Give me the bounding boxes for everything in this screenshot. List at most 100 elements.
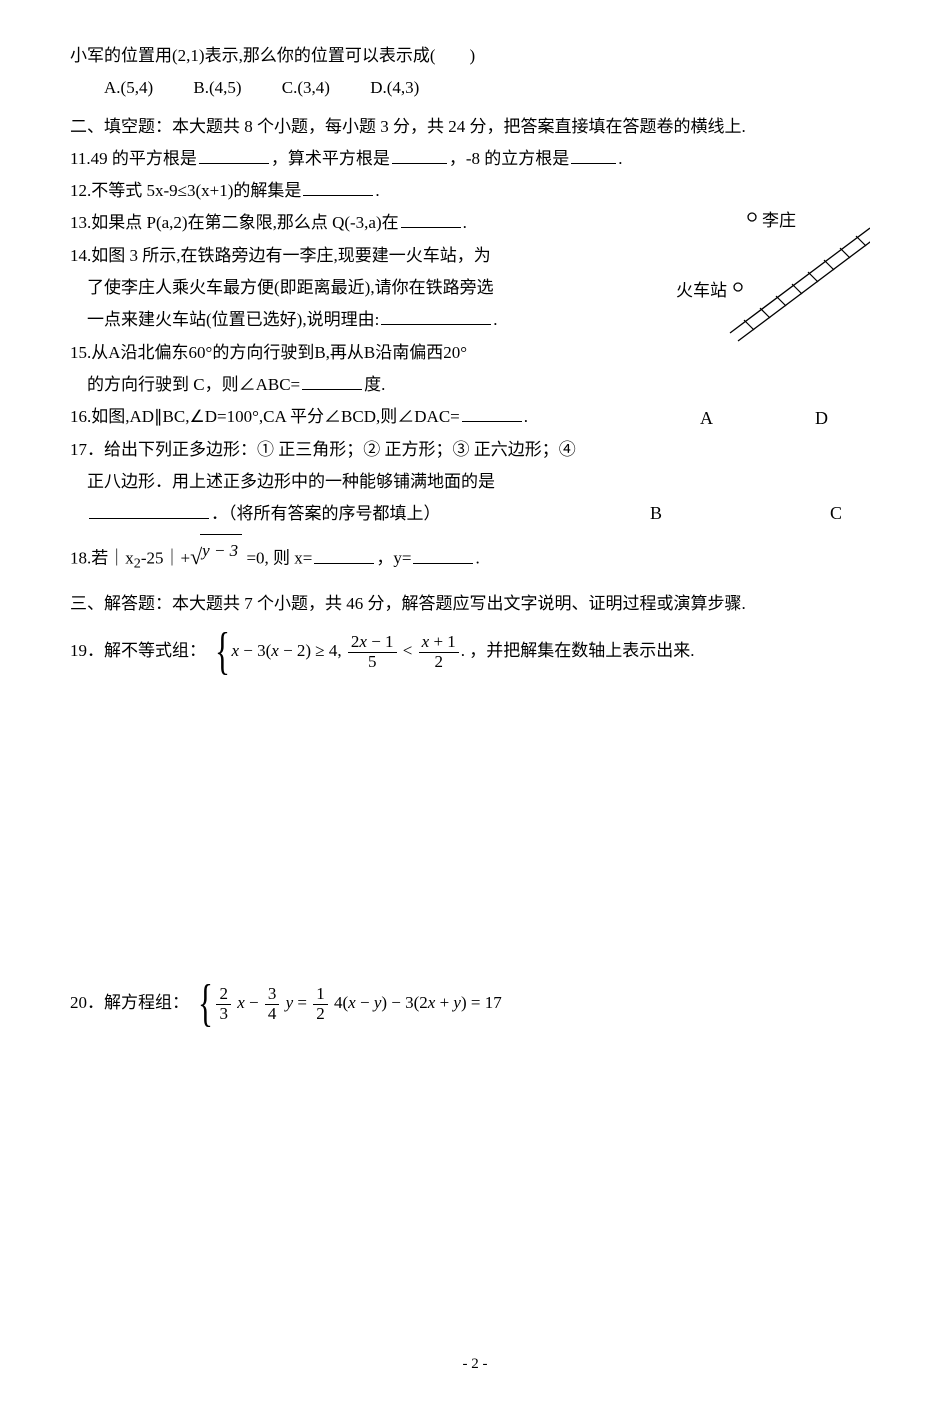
q18-mid2: =0, 则 x= bbox=[242, 549, 312, 568]
q19-lt: < bbox=[403, 641, 417, 660]
q19-row1: x − 3(x − 2) ≥ 4, bbox=[231, 641, 345, 660]
q12-blank bbox=[303, 178, 373, 196]
q16-blank bbox=[462, 404, 522, 422]
q20-f2d: 4 bbox=[265, 1004, 280, 1024]
q10-opt-b: B.(4,5) bbox=[193, 72, 241, 104]
q18-pre: 18.若｜x bbox=[70, 549, 134, 568]
q20-r1-eq: = bbox=[297, 993, 311, 1012]
q18: 18.若｜x2-25｜+√y − 3 =0, 则 x= ，y=. bbox=[70, 534, 880, 578]
q19-tail: ，并把解集在数轴上表示出来. bbox=[469, 641, 694, 660]
section-3-heading: 三、解答题：本大题共 7 个小题，共 46 分，解答题应写出文字说明、证明过程或… bbox=[70, 588, 880, 620]
q16-end: . bbox=[524, 407, 528, 426]
q19-lead: 19．解不等式组： bbox=[70, 641, 206, 660]
q11-end: . bbox=[618, 149, 622, 168]
q11-blank-1 bbox=[199, 146, 269, 164]
q17-l1: 17．给出下列正多边形：① 正三角形；② 正方形；③ 正六边形；④ bbox=[70, 434, 880, 466]
q15-l2-pre: 的方向行驶到 C，则∠ABC= bbox=[87, 375, 300, 394]
q13-end: . bbox=[463, 213, 467, 232]
q19-frac2: x + 1 2 bbox=[419, 633, 459, 671]
q14-l2: 了使李庄人乘火车最方便(即距离最近),请你在铁路旁选 bbox=[70, 272, 880, 304]
q20-r1-x: x bbox=[237, 993, 245, 1012]
q15-l2-end: 度. bbox=[364, 375, 385, 394]
q14-l3-pre: 一点来建火车站(位置已选好),说明理由: bbox=[87, 310, 379, 329]
q19-row2: 2x − 1 5 < x + 1 2 . bbox=[346, 641, 465, 660]
q17-l2: 正八边形．用上述正多边形中的一种能够铺满地面的是 bbox=[70, 466, 880, 498]
q13: 13.如果点 P(a,2)在第二象限,那么点 Q(-3,a)在. bbox=[70, 207, 880, 239]
q19: 19．解不等式组： { x − 3(x − 2) ≥ 4, 2x − 1 5 <… bbox=[70, 626, 880, 678]
q20-f3d: 2 bbox=[313, 1004, 328, 1024]
q18-sqrt: √y − 3 bbox=[190, 534, 242, 567]
q20-r2-e: ) − 3(2 bbox=[381, 993, 427, 1012]
q19-f2n-b: + 1 bbox=[429, 632, 456, 651]
q19-r1-d: − 2) ≥ 4, bbox=[279, 641, 342, 660]
q20-row1: 23 x − 34 y = 12 bbox=[214, 993, 334, 1012]
q11-pre: 11.49 的平方根是 bbox=[70, 149, 197, 168]
q15-l2: 的方向行驶到 C，则∠ABC= 度. bbox=[70, 369, 880, 401]
section-2-heading: 二、填空题：本大题共 8 个小题，每小题 3 分，共 24 分，把答案直接填在答… bbox=[70, 111, 880, 143]
q19-system: { x − 3(x − 2) ≥ 4, 2x − 1 5 < x + 1 2 . bbox=[210, 626, 465, 678]
q18-blank-y bbox=[413, 546, 473, 564]
q11-blank-2 bbox=[392, 146, 447, 164]
q20-f1d: 3 bbox=[216, 1004, 231, 1024]
q14-blank bbox=[381, 307, 491, 325]
q19-frac1: 2x − 1 5 bbox=[348, 633, 397, 671]
q13-pre: 13.如果点 P(a,2)在第二象限,那么点 Q(-3,a)在 bbox=[70, 213, 399, 232]
q10-opt-a: A.(5,4) bbox=[104, 72, 153, 104]
q11-blank-3 bbox=[571, 146, 616, 164]
q15-blank bbox=[302, 372, 362, 390]
q20-f3: 12 bbox=[313, 985, 328, 1023]
q11-mid2: ，-8 的立方根是 bbox=[449, 149, 569, 168]
q14-l3-end: . bbox=[493, 310, 497, 329]
page-number: - 2 - bbox=[70, 1350, 880, 1379]
q14-l1: 14.如图 3 所示,在铁路旁边有一李庄,现要建一火车站，为 bbox=[70, 240, 880, 272]
q10-opt-c: C.(3,4) bbox=[282, 72, 330, 104]
q18-mid1: -25｜+ bbox=[141, 549, 190, 568]
q20-r2-h: y bbox=[453, 993, 461, 1012]
q20-r1-y: y bbox=[286, 993, 294, 1012]
q14-l3: 一点来建火车站(位置已选好),说明理由:. bbox=[70, 304, 880, 336]
q10-stem: 小军的位置用(2,1)表示,那么你的位置可以表示成( ) bbox=[70, 40, 880, 72]
brace-icon-2: { bbox=[198, 978, 213, 1030]
q12-end: . bbox=[375, 181, 379, 200]
q20-r2-a: 4( bbox=[334, 993, 348, 1012]
q19-f1n-c: − 1 bbox=[367, 632, 394, 651]
q19-f2d: 2 bbox=[419, 652, 459, 672]
q20-row2: 4(x − y) − 3(2x + y) = 17 bbox=[334, 993, 502, 1012]
q20-r2-i: ) = 17 bbox=[461, 993, 502, 1012]
q20-r2-b: x bbox=[348, 993, 356, 1012]
q20-lead: 20．解方程组： bbox=[70, 993, 189, 1012]
q13-blank bbox=[401, 210, 461, 228]
q10-options: A.(5,4) B.(4,5) C.(3,4) D.(4,3) bbox=[70, 72, 880, 104]
q18-blank-x bbox=[314, 546, 374, 564]
q12-pre: 12.不等式 5x-9≤3(x+1)的解集是 bbox=[70, 181, 301, 200]
q20-f1n: 2 bbox=[216, 985, 231, 1004]
q18-rad: y − 3 bbox=[200, 534, 242, 567]
q19-r1-b: − 3( bbox=[239, 641, 271, 660]
q20: 20．解方程组： { 23 x − 34 y = 12 4(x − y) − 3… bbox=[70, 978, 880, 1030]
q20-system: { 23 x − 34 y = 12 4(x − y) − 3(2x + y) … bbox=[193, 978, 501, 1030]
q10-opt-d: D.(4,3) bbox=[370, 72, 419, 104]
q19-r2-end: . bbox=[461, 641, 465, 660]
q16-pre: 16.如图,AD∥BC,∠D=100°,CA 平分∠BCD,则∠DAC= bbox=[70, 407, 460, 426]
q20-f1: 23 bbox=[216, 985, 231, 1023]
q19-r1-x2: x bbox=[271, 641, 279, 660]
q11-mid1: ，算术平方根是 bbox=[271, 149, 390, 168]
q20-f2n: 3 bbox=[265, 985, 280, 1004]
q16: 16.如图,AD∥BC,∠D=100°,CA 平分∠BCD,则∠DAC=. bbox=[70, 401, 880, 433]
q17-l3-end: ．（将所有答案的序号都填上） bbox=[211, 504, 441, 523]
q18-mid3: ，y= bbox=[376, 549, 411, 568]
q20-f3n: 1 bbox=[313, 985, 328, 1004]
q18-sub: 2 bbox=[134, 556, 141, 572]
q11: 11.49 的平方根是 ，算术平方根是 ，-8 的立方根是. bbox=[70, 143, 880, 175]
q17-l3: ．（将所有答案的序号都填上） bbox=[70, 498, 880, 530]
q20-f2: 34 bbox=[265, 985, 280, 1023]
q19-f1n-b: x bbox=[359, 632, 367, 651]
q18-end: . bbox=[475, 549, 479, 568]
q20-r2-g: + bbox=[435, 993, 453, 1012]
q20-r2-c: − bbox=[356, 993, 374, 1012]
q20-r1-minus: − bbox=[249, 993, 263, 1012]
q19-r1-x1: x bbox=[231, 641, 239, 660]
q17-blank bbox=[89, 501, 209, 519]
q19-f1d: 5 bbox=[348, 652, 397, 672]
q15-l1: 15.从A沿北偏东60°的方向行驶到B,再从B沿南偏西20° bbox=[70, 337, 880, 369]
